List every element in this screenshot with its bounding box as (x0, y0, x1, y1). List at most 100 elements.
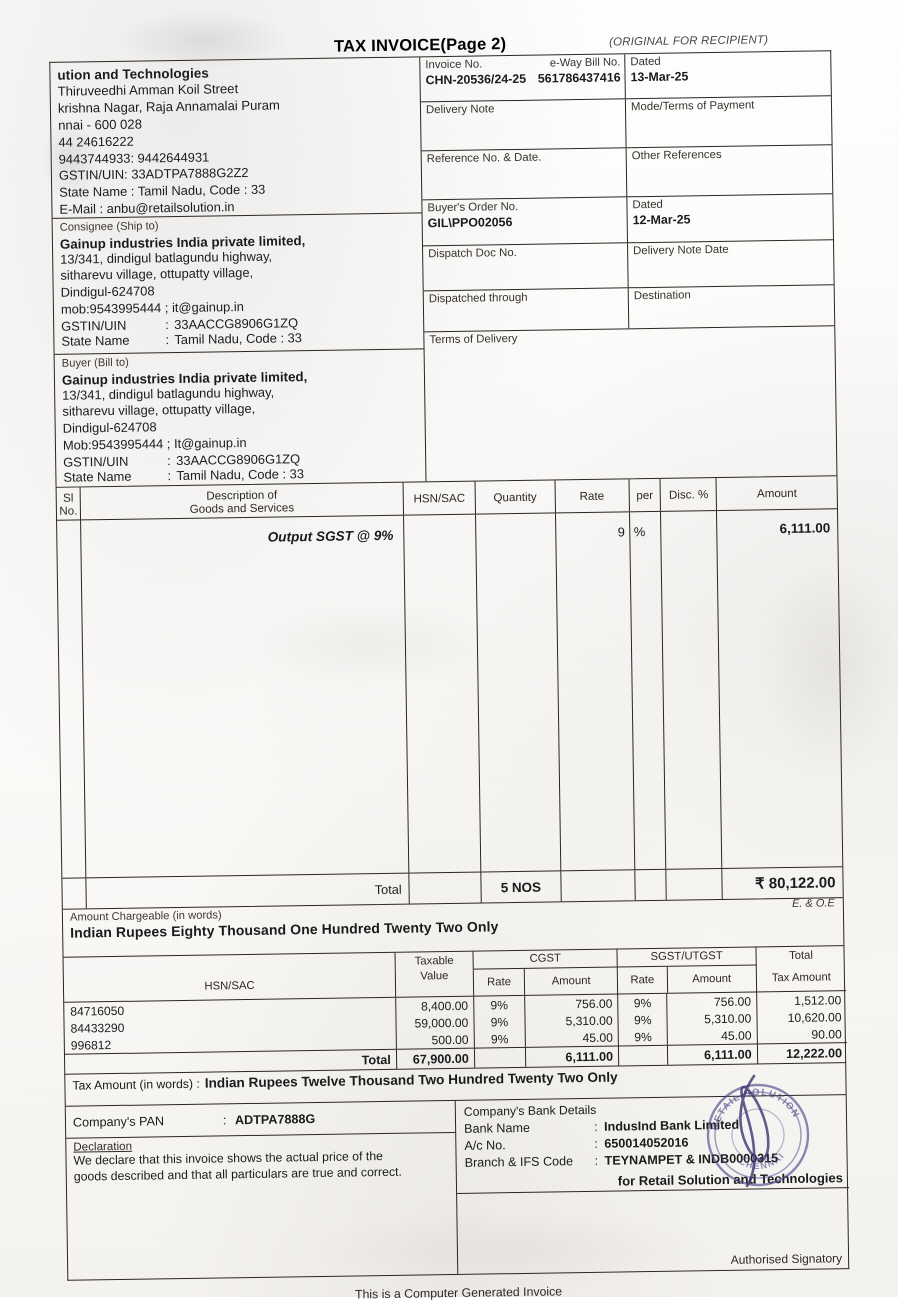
bank-ac-label: A/c No. (464, 1137, 506, 1153)
tax-row-cgst-amount: 756.00 (525, 994, 619, 1013)
meta-row-order: Buyer's Order No. GIL\PPO02056 Dated 12-… (422, 194, 833, 247)
col-per-header: per (629, 478, 662, 512)
buyers-order-cell: Buyer's Order No. GIL\PPO02056 (422, 197, 628, 246)
consignee-gstin-sep: : (165, 316, 169, 332)
consignee-state-sep: : (165, 331, 170, 347)
company-pan-sep: : (222, 1113, 227, 1128)
consignee-gstin-label: GSTIN/UIN (61, 317, 127, 334)
buyers-order-value: GIL\PPO02056 (427, 214, 513, 230)
copy-type-label: (ORIGINAL FOR RECIPIENT) (608, 34, 769, 49)
tax-row-sgst-amount: 756.00 (667, 992, 758, 1011)
header-block: ution and Technologies Thiruveedhi Amman… (49, 50, 838, 487)
buyer-state-label: State Name (63, 468, 132, 485)
tax-col-sgst-amount-header: Amount (667, 965, 757, 993)
delivery-note-label: Delivery Note (425, 103, 495, 117)
total-disc-cell (666, 868, 724, 900)
tax-col-cgst-header: CGST (473, 949, 618, 970)
invoice-no-value: CHN-20536/24-25 (425, 71, 527, 87)
tax-row-sgst-rate: 9% (618, 1027, 669, 1046)
delivery-note-date-cell: Delivery Note Date (628, 240, 834, 287)
footer-right-column: Company's Bank Details Bank Name : Indus… (456, 1095, 851, 1274)
tax-col-cgst-rate-header: Rate (473, 968, 526, 996)
cell-description: Output SGST @ 9% (80, 515, 410, 878)
cell-hsn (404, 514, 482, 873)
invoice-no-cell: Invoice No. e-Way Bill No. CHN-20536/24-… (420, 54, 626, 102)
tax-col-sgst-rate-header: Rate (617, 966, 668, 994)
col-description-header: Description of Goods and Services (80, 482, 405, 520)
tax-col-sgst-header: SGST/UTGST (617, 947, 757, 968)
meta-row-dispatch: Dispatched through Destination (423, 285, 835, 333)
destination-cell: Destination (629, 285, 835, 328)
cell-amount: 6,111.00 (779, 520, 831, 537)
tax-row-cgst-amount: 5,310.00 (525, 1011, 619, 1030)
bank-branch-label: Branch & IFS Code (464, 1154, 574, 1170)
footer-left-column: Company's PAN : ADTPA7888G Declaration W… (65, 1100, 459, 1280)
tax-row-taxable: 500.00 (396, 1030, 475, 1049)
cell-disc (661, 511, 723, 869)
invoice-body: ution and Technologies Thiruveedhi Amman… (49, 50, 851, 1305)
bank-branch-value: TEYNAMPET & INDB0000315 (604, 1151, 779, 1168)
col-disc-header: Disc. % (660, 478, 718, 511)
tax-col-total-header-2: Tax Amount (771, 971, 831, 985)
other-references-cell: Other References (627, 145, 833, 196)
items-total-amount: ₹ 80,122.00 (754, 874, 836, 893)
tax-row-sgst-amount: 5,310.00 (667, 1009, 758, 1028)
company-pan-label: Company's PAN (72, 1114, 165, 1130)
tax-row-taxable: 8,400.00 (395, 996, 475, 1015)
meta-row-delivery-note: Delivery Note Mode/Terms of Payment (420, 96, 832, 152)
cell-quantity (475, 513, 562, 872)
bank-ac-sep: : (594, 1136, 598, 1151)
invoice-no-label: Invoice No. (425, 58, 483, 72)
tax-words-caption: Tax Amount (in words) : (72, 1076, 200, 1093)
col-sl-label: Sl (62, 491, 74, 505)
tax-row-sgst-amount: 45.00 (668, 1026, 758, 1045)
declaration-block: Declaration We declare that this invoice… (66, 1133, 456, 1206)
meta-row-dispatch-doc: Dispatch Doc No. Delivery Note Date (423, 240, 834, 292)
consignee-details: Consignee (Ship to) Gainup industries In… (52, 213, 424, 355)
delivery-note-date-label: Delivery Note Date (633, 243, 729, 258)
seller-details: ution and Technologies Thiruveedhi Amman… (50, 57, 422, 219)
tax-col-cgst-amount-header: Amount (524, 967, 619, 995)
buyer-details: Buyer (Bill to) Gainup industries India … (55, 349, 426, 486)
dispatch-doc-cell: Dispatch Doc No. (423, 243, 629, 291)
tax-row-total: 10,620.00 (787, 1009, 842, 1025)
cell-rate: 9 (555, 512, 635, 871)
col-amount-header: Amount (756, 486, 797, 501)
buyer-gstin-label: GSTIN/UIN (63, 453, 129, 470)
items-table: Sl No. Description of Goods and Services… (55, 475, 844, 910)
mode-terms-label: Mode/Terms of Payment (630, 99, 755, 114)
tax-summary-table: Taxable CGST SGST/UTGST Total HSN/SAC Va… (63, 946, 848, 1074)
order-dated-value: 12-Mar-25 (632, 212, 691, 227)
dispatch-doc-label: Dispatch Doc No. (428, 246, 517, 261)
company-pan-value: ADTPA7888G (234, 1112, 316, 1128)
eway-value: 561786437416 (537, 70, 621, 86)
terms-of-delivery-cell: Terms of Delivery (424, 326, 836, 470)
bank-name-label: Bank Name (464, 1120, 531, 1136)
bank-name-sep: : (594, 1119, 598, 1134)
amount-words-block: Amount Chargeable (in words) Indian Rupe… (61, 898, 848, 1075)
tax-row-total: 1,512.00 (794, 992, 842, 1008)
tax-row-total: 90.00 (811, 1026, 842, 1042)
eoe-note: E. & O.E (791, 897, 835, 910)
mode-terms-cell: Mode/Terms of Payment (626, 96, 832, 147)
other-references-label: Other References (631, 148, 722, 163)
tax-col-taxable-header-1: Taxable (395, 951, 474, 971)
dispatched-through-cell: Dispatched through (423, 288, 630, 332)
consignee-state-value: Tamil Nadu, Code : 33 (174, 329, 303, 347)
tax-col-hsn-label: HSN/SAC (63, 970, 397, 1002)
parties-column: ution and Technologies Thiruveedhi Amman… (50, 57, 427, 487)
eway-label: e-Way Bill No. (549, 56, 621, 70)
col-quantity-header: Quantity (475, 480, 556, 514)
tax-col-taxable-header-2: Value (395, 969, 475, 997)
cell-per: % (629, 511, 667, 870)
tax-row-cgst-rate: 9% (473, 995, 526, 1014)
col-description-label2: Goods and Services (189, 500, 295, 516)
buyer-state-value: Tamil Nadu, Code : 33 (176, 465, 305, 483)
bank-branch-sep: : (594, 1153, 599, 1168)
tax-total-cgst-rate-cell (474, 1047, 527, 1068)
tax-total-taxable: 67,900.00 (396, 1048, 475, 1069)
tax-row-cgst-amount: 45.00 (525, 1028, 620, 1047)
total-per-cell (634, 869, 668, 901)
tax-row-cgst-rate: 9% (474, 1012, 526, 1031)
